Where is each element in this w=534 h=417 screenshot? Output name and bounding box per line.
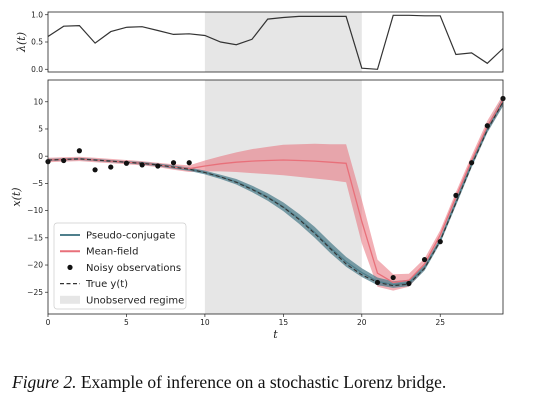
x-panel-x-label: t (273, 328, 278, 341)
lambda-panel: 0.0 0.5 1.0 λ(t) (15, 10, 504, 74)
legend: Pseudo-conjugate Mean-field Noisy observat… (53, 222, 187, 310)
observation-point (374, 279, 381, 286)
observation-point (421, 256, 428, 263)
observation-point (469, 160, 475, 166)
observation-point (92, 167, 98, 173)
x-panel-y-tick-label: 0 (38, 152, 43, 161)
x-panel-frame (47, 79, 504, 315)
x-panel: 10 5 0 −5 −10 −15 −20 −25 0 5 10 15 20 25 x(t) t Pse… (10, 79, 506, 341)
legend-label: Unobserved regime (86, 295, 184, 306)
x-panel-y-ticks: 10 5 0 −5 −10 −15 −20 −25 (27, 97, 48, 297)
legend-swatch (60, 295, 80, 304)
x-panel-y-tick: −25 (27, 288, 48, 297)
legend-entry: True y(t) (60, 279, 128, 290)
series-lines (47, 99, 504, 287)
unobserved-regime-shade (204, 80, 362, 314)
observation-point (170, 160, 177, 166)
figure: 0.0 0.5 1.0 λ(t) 10 5 0 −5 −10 −15 −20 −25 0 5 10 15… (10, 10, 506, 341)
legend-label: Mean-field (86, 247, 138, 258)
caption-label: Figure 2. (12, 372, 77, 392)
true-y-line (47, 101, 504, 287)
lambda-y-tick-label: 0.5 (31, 38, 43, 47)
x-panel-y-tick: 0 (38, 152, 48, 161)
lambda-y-tick-label: 0.0 (31, 65, 43, 74)
legend-swatch (67, 264, 73, 270)
legend-label: Pseudo-conjugate (86, 231, 175, 242)
x-panel-x-tick: 10 (200, 314, 210, 327)
mean-field-line (47, 99, 504, 284)
figure-caption: Figure 2. Example of inference on a stoc… (12, 372, 527, 393)
x-panel-y-tick-label: 5 (38, 125, 43, 134)
x-panel-x-tick-label: 10 (200, 318, 210, 327)
observation-point (155, 163, 161, 169)
lambda-y-tick: 0.0 (31, 65, 48, 74)
x-panel-x-tick-label: 0 (46, 318, 51, 327)
observation-point (186, 160, 192, 166)
x-panel-y-tick: 5 (38, 125, 48, 134)
legend-box (53, 222, 187, 310)
legend-entry: Noisy observations (67, 263, 181, 274)
x-panel-y-tick-label: −20 (27, 261, 43, 270)
observation-point (61, 157, 67, 164)
x-panel-x-tick: 5 (124, 314, 129, 327)
x-panel-x-tick: 0 (46, 314, 51, 327)
lambda-frame (47, 11, 504, 73)
x-panel-y-tick-label: −5 (32, 179, 43, 188)
x-panel-y-tick-label: −15 (27, 233, 43, 242)
x-panel-y-tick: −20 (27, 261, 48, 270)
x-panel-y-tick: 10 (33, 97, 48, 106)
x-panel-x-ticks: 0 5 10 15 20 25 (46, 314, 445, 327)
observation-point (139, 162, 145, 168)
x-panel-x-tick-label: 15 (279, 318, 289, 327)
x-panel-y-tick: −10 (27, 206, 48, 215)
observation-point (453, 192, 459, 198)
legend-label: Noisy observations (86, 263, 181, 274)
observation-point (390, 274, 396, 281)
observation-point (76, 148, 82, 154)
x-panel-y-label: x(t) (10, 187, 23, 206)
caption-text: Example of inference on a stochastic Lor… (80, 372, 447, 392)
x-panel-x-tick-label: 25 (435, 318, 445, 327)
observation-points (45, 95, 506, 287)
x-panel-y-tick-label: −10 (27, 206, 43, 215)
lambda-y-ticks: 0.0 0.5 1.0 (31, 10, 48, 74)
observation-point (484, 123, 490, 129)
x-panel-x-tick-label: 5 (124, 318, 129, 327)
legend-entry: Pseudo-conjugate (60, 231, 175, 242)
x-panel-y-tick-label: −25 (27, 288, 43, 297)
observation-point (406, 280, 412, 287)
observation-point (108, 164, 114, 170)
figure-svg: 0.0 0.5 1.0 λ(t) 10 5 0 −5 −10 −15 −20 −25 0 5 10 15… (10, 10, 506, 341)
lambda-y-tick-label: 1.0 (31, 10, 43, 19)
lambda-y-tick: 0.5 (31, 38, 48, 47)
lambda-y-tick: 1.0 (31, 10, 48, 19)
x-panel-x-tick: 20 (357, 314, 367, 327)
lambda-line (47, 14, 504, 70)
x-panel-x-tick: 15 (279, 314, 289, 327)
legend-entry: Mean-field (60, 247, 138, 258)
observation-point (123, 160, 130, 166)
observation-point (437, 239, 443, 245)
x-panel-y-tick: −15 (27, 233, 48, 242)
x-panel-x-tick-label: 20 (357, 318, 367, 327)
x-panel-x-tick: 25 (435, 314, 445, 327)
x-panel-y-tick-label: 10 (33, 97, 43, 106)
legend-entry: Unobserved regime (60, 295, 184, 306)
lambda-y-label: λ(t) (15, 32, 28, 53)
x-panel-y-tick: −5 (32, 179, 48, 188)
legend-label: True y(t) (85, 279, 128, 290)
unobserved-regime-shade-top (204, 12, 362, 72)
